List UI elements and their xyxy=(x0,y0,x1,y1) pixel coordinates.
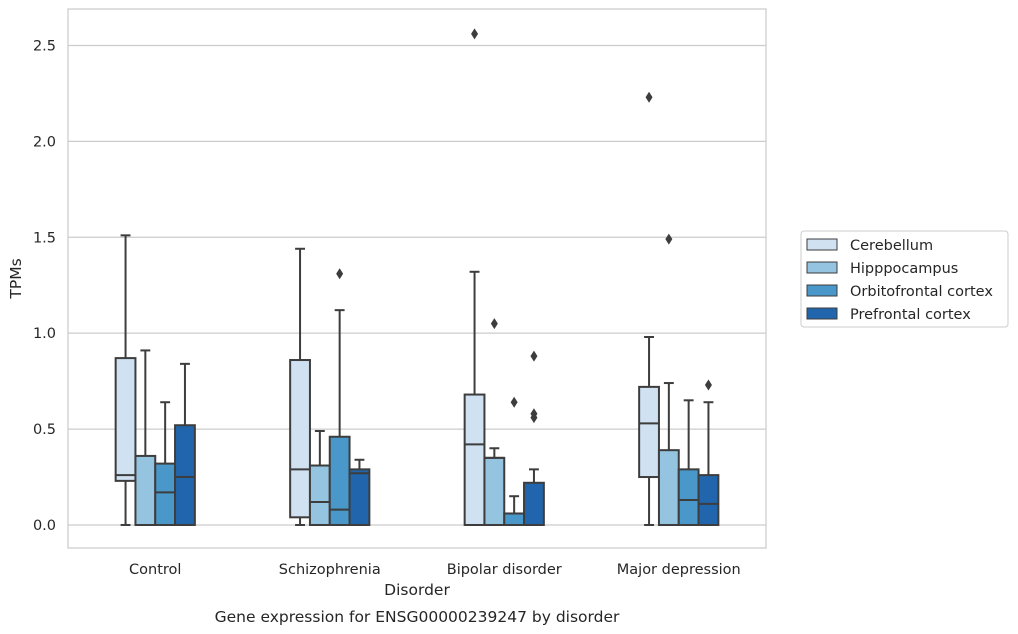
box-body xyxy=(677,468,700,526)
box-cerebellum xyxy=(289,247,311,526)
box-orbitofrontal-cortex xyxy=(328,268,351,526)
box-body xyxy=(134,454,157,526)
box-prefrontal-cortex xyxy=(174,362,196,526)
outlier-point xyxy=(510,396,518,408)
legend-label: Cerebellum xyxy=(850,238,933,254)
y-tick-label: 2.5 xyxy=(33,38,56,54)
x-tick-label: Schizophrenia xyxy=(279,562,381,578)
box-body xyxy=(483,456,506,526)
box-cerebellum xyxy=(114,234,137,526)
box-plots xyxy=(114,28,720,526)
y-tick-labels: 0.0 0.5 1.0 1.5 2.0 2.5 xyxy=(33,38,56,534)
box-body xyxy=(523,481,545,526)
legend-swatch xyxy=(806,284,838,297)
legend-swatch xyxy=(806,307,838,320)
legend-label: Hipppocampus xyxy=(850,261,958,277)
outlier-point xyxy=(336,268,344,280)
y-tick-label: 1.0 xyxy=(33,326,56,342)
x-tick-label: Bipolar disorder xyxy=(447,562,562,578)
box-cerebellum xyxy=(463,28,486,526)
outlier-point xyxy=(704,379,712,391)
outlier-point xyxy=(645,91,653,103)
legend: Cerebellum Hipppocampus Orbitofrontal cort… xyxy=(800,230,1009,328)
box-body xyxy=(463,393,486,526)
x-tick-labels: Control Schizophrenia Bipolar disorder Majo… xyxy=(129,562,741,578)
box-orbitofrontal-cortex xyxy=(677,399,700,526)
outlier-point xyxy=(665,233,673,245)
box-body xyxy=(289,359,311,519)
chart-caption: Gene expression for ENSG00000239247 by d… xyxy=(215,608,620,626)
box-body xyxy=(503,512,526,526)
box-prefrontal-cortex xyxy=(697,379,720,526)
box-body xyxy=(154,462,177,526)
box-hipppocampus xyxy=(308,429,331,526)
outlier-point xyxy=(471,28,479,40)
box-hipppocampus xyxy=(134,349,157,526)
y-tick-label: 0.5 xyxy=(33,422,56,438)
box-cerebellum xyxy=(638,91,660,526)
legend-label: Orbitofrontal cortex xyxy=(850,284,993,300)
outlier-point xyxy=(530,412,538,424)
box-orbitofrontal-cortex xyxy=(503,396,526,526)
box-body xyxy=(114,357,137,482)
box-orbitofrontal-cortex xyxy=(154,401,177,526)
legend-label: Prefrontal cortex xyxy=(850,307,971,323)
outlier-point xyxy=(490,318,498,330)
legend-swatch xyxy=(806,261,838,274)
box-body xyxy=(348,468,371,526)
box-hipppocampus xyxy=(483,318,506,526)
x-tick-label: Control xyxy=(129,562,181,578)
y-tick-label: 2.0 xyxy=(33,134,56,150)
y-tick-label: 0.0 xyxy=(33,518,56,534)
plot-frame xyxy=(67,8,767,549)
x-axis-label: Disorder xyxy=(384,581,450,599)
box-body xyxy=(308,464,331,526)
box-body xyxy=(657,449,680,526)
x-tick-label: Major depression xyxy=(617,562,741,578)
y-axis-label: TPMs xyxy=(7,258,25,299)
legend-frame xyxy=(800,230,1009,328)
box-prefrontal-cortex xyxy=(523,350,545,526)
box-body xyxy=(638,385,660,479)
box-body xyxy=(328,435,351,526)
y-tick-label: 1.5 xyxy=(33,230,56,246)
box-body xyxy=(697,474,720,526)
box-prefrontal-cortex xyxy=(348,458,371,526)
box-body xyxy=(174,424,196,526)
outlier-point xyxy=(530,350,538,362)
box-hipppocampus xyxy=(657,233,680,526)
legend-swatch xyxy=(806,238,838,251)
